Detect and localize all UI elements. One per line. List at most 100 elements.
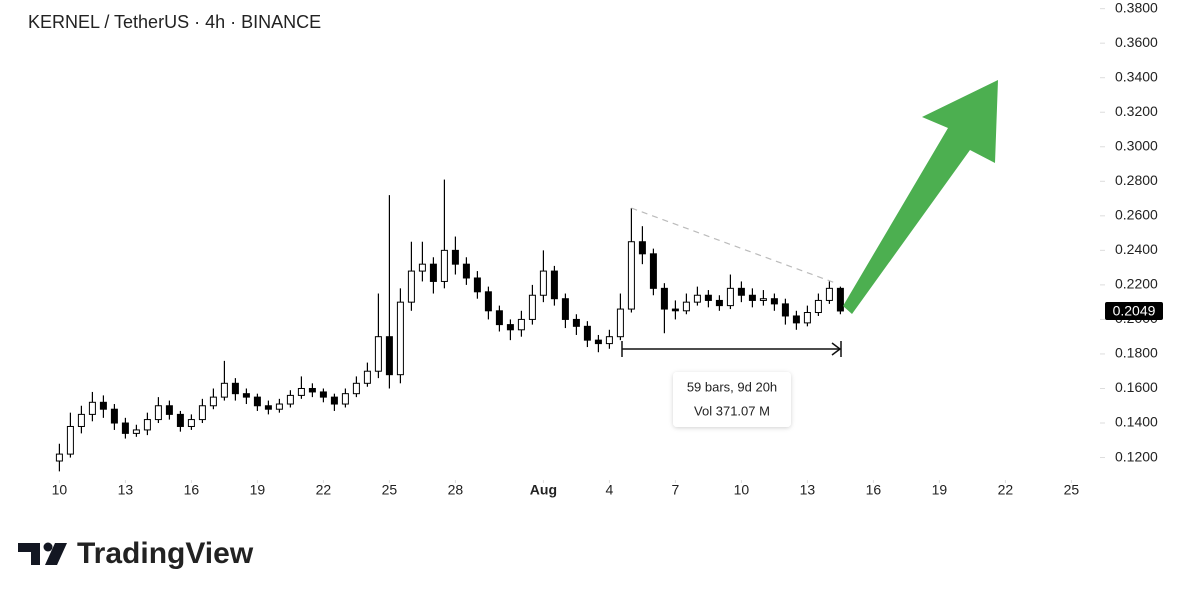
x-tick-label: 25 [382,482,398,498]
candle-body [737,287,745,296]
candle-body [396,301,404,376]
x-tick-label: 16 [866,482,882,498]
candle-body [176,413,184,427]
candle-body [275,403,283,410]
x-tick-label: Aug [530,482,557,498]
y-tick-label: 0.3000 [1115,137,1158,153]
candle-body [594,339,602,345]
candle-body [297,387,305,396]
candle-body [407,270,415,303]
y-tick-label: 0.3800 [1115,0,1158,15]
candle-body [264,405,272,410]
y-tick-label: 0.1600 [1115,379,1158,395]
candle-body [451,249,459,265]
candle-body [682,301,690,312]
x-tick-label: 7 [672,482,680,498]
candle-body [363,370,371,384]
candle-body [473,277,481,293]
candle-body [253,396,261,407]
candle-body [143,419,151,431]
candle-body [671,308,679,312]
x-tick-label: 19 [932,482,948,498]
candle-body [187,419,195,427]
x-tick-label: 10 [734,482,750,498]
candle-body [165,405,173,415]
info-box [673,372,791,427]
candle-body [759,298,767,301]
candle-body [440,249,448,282]
candle-body [110,408,118,424]
logo [18,542,67,565]
price-tag [1105,301,1163,320]
y-tick-label: 0.2600 [1115,207,1158,223]
x-tick-label: 28 [448,482,464,498]
candle-body [220,382,228,398]
trend-line [631,207,835,284]
x-tick-label: 22 [998,482,1014,498]
candle-body [660,287,668,310]
candle-body [506,324,514,331]
candle-body [462,263,470,279]
candle-body [286,394,294,405]
y-tick-label: 0.3600 [1115,34,1158,50]
x-tick-label: 4 [606,482,614,498]
y-tick-label: 0.3200 [1115,103,1158,119]
candle-body [803,312,811,324]
candle-body [341,393,349,405]
candle-body [209,396,217,407]
range-arrowhead [831,342,842,356]
candle-body [385,336,393,376]
candle-body [781,303,789,317]
logo-mark [45,543,67,565]
chart-title: KERNEL / TetherUS · 4h · BINANCE [28,12,321,32]
range-label: 59 bars, 9d 20h [687,379,777,394]
candle-body [550,270,558,300]
candle-body [231,382,239,395]
x-tick-label: 19 [250,482,266,498]
x-tick-label: 22 [316,482,332,498]
y-tick-label: 0.3400 [1115,68,1158,84]
candle-body [308,387,316,393]
y-tick-label: 0.1200 [1115,448,1158,464]
candle-body [638,241,646,255]
x-tick-label: 13 [118,482,134,498]
candle-body [704,294,712,301]
candle-body [528,294,536,320]
candle-body [627,241,635,310]
candle-body [726,287,734,307]
candle-body [770,298,778,305]
candle-body [814,299,822,314]
candle-body [154,405,162,421]
y-tick-label: 0.1800 [1115,345,1158,361]
volume-label: Vol 371.07 M [694,403,770,418]
candle-body [748,294,756,301]
candle-body [836,287,844,312]
candle-body [77,413,85,427]
x-tick-label: 10 [52,482,68,498]
candle-body [319,391,327,398]
candle-body [330,396,338,405]
candle-body [649,253,657,289]
logo-dot [43,542,53,552]
x-tick-label: 13 [800,482,816,498]
branding: TradingView [77,537,254,570]
x-tick-label: 16 [184,482,200,498]
logo-mark [18,543,40,565]
y-tick-label: 0.1400 [1115,414,1158,430]
price-tag-label: 0.2049 [1113,303,1156,319]
y-tick-label: 0.2800 [1115,172,1158,188]
candle-body [132,429,140,434]
candle-body [517,318,525,331]
candle-body [484,291,492,312]
candle-body [539,270,547,296]
candle-body [374,336,382,372]
candle-body [121,422,129,434]
candle-body [198,405,206,421]
plot-area: 0.12000.14000.16000.18000.20000.22000.24… [52,0,1163,498]
candle-body [429,263,437,282]
candle-body [99,401,107,410]
candle-body [55,453,63,462]
x-tick-label: 25 [1064,482,1080,498]
